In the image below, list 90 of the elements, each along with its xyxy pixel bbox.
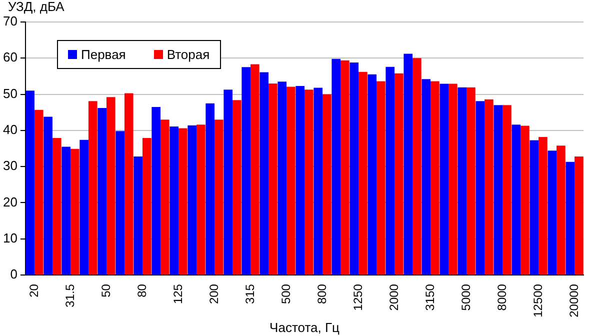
bar	[124, 93, 134, 275]
bar	[394, 73, 404, 275]
bar	[26, 90, 34, 275]
bar	[322, 94, 332, 275]
x-tick-label: 1250	[350, 284, 365, 311]
y-tick-label: 30	[2, 158, 18, 174]
bar	[242, 67, 250, 275]
x-tick-label: 80	[134, 284, 149, 298]
bar	[214, 120, 224, 275]
bar	[44, 116, 52, 275]
bar	[304, 90, 314, 275]
bar	[250, 64, 260, 275]
bar	[350, 62, 359, 275]
y-tick-label: 0	[10, 266, 18, 282]
bar	[142, 138, 152, 275]
y-tick-label: 20	[2, 194, 18, 210]
bar	[232, 100, 242, 275]
x-tick-label: 50	[98, 284, 113, 298]
y-tick-label: 40	[2, 122, 18, 138]
x-tick-label: 500	[278, 284, 293, 304]
bar	[386, 66, 395, 275]
bar	[520, 126, 530, 275]
x-tick-label: 800	[314, 284, 329, 304]
bar	[296, 86, 304, 275]
x-tick-label: 20000	[566, 284, 581, 318]
x-tick-label: 5000	[458, 284, 473, 311]
bar	[556, 146, 566, 275]
bar	[368, 74, 377, 275]
x-tick-label: 8000	[494, 284, 509, 311]
bar	[188, 125, 196, 275]
bar	[466, 87, 476, 275]
x-tick-label: 20	[26, 284, 41, 298]
bar	[484, 99, 494, 275]
bar	[422, 79, 431, 275]
bar	[548, 150, 557, 275]
x-axis-title: Частота, Гц	[270, 320, 340, 335]
bar	[430, 81, 440, 275]
bar	[116, 131, 124, 275]
bar	[178, 128, 188, 275]
bar	[340, 60, 350, 275]
y-tick-label: 70	[2, 14, 18, 29]
x-tick-label: 12500	[530, 284, 545, 318]
bar	[260, 72, 268, 275]
bar	[476, 101, 485, 275]
bar	[502, 105, 512, 275]
bar	[206, 103, 214, 275]
x-tick-label: 3150	[422, 284, 437, 311]
bar	[160, 120, 170, 275]
bar	[574, 156, 584, 275]
bar	[80, 140, 88, 275]
bar	[332, 58, 341, 275]
y-tick-label: 50	[2, 86, 18, 101]
bar	[278, 82, 286, 275]
bar	[268, 83, 278, 275]
bar	[512, 124, 521, 275]
legend-label: Первая	[81, 47, 126, 62]
bar	[34, 110, 44, 275]
bar	[286, 86, 296, 275]
bar	[98, 108, 106, 275]
bar	[358, 72, 368, 275]
x-tick-label: 31.5	[62, 284, 77, 308]
bar	[134, 156, 142, 275]
bar	[106, 97, 116, 275]
bar	[52, 138, 62, 275]
bar	[530, 140, 539, 275]
bar	[376, 81, 386, 275]
y-tick-label: 60	[2, 50, 18, 65]
bar	[458, 87, 467, 275]
bar	[440, 84, 449, 275]
x-tick-label: 315	[242, 284, 257, 304]
bar	[412, 58, 422, 275]
legend-label: Вторая	[166, 47, 210, 62]
x-tick-label: 125	[170, 284, 185, 304]
bar	[152, 106, 160, 275]
bar	[170, 126, 178, 275]
x-tick-label: 2000	[386, 284, 401, 311]
bar	[196, 124, 206, 275]
bar	[538, 136, 548, 275]
bar	[314, 88, 322, 275]
y-tick-label: 10	[2, 230, 18, 246]
bar	[88, 101, 98, 275]
bar	[62, 146, 70, 275]
x-tick-label: 200	[206, 284, 221, 304]
bar	[448, 84, 458, 275]
y-axis-title: УЗД, дБА	[8, 0, 65, 14]
bar	[404, 54, 413, 275]
bar	[566, 162, 575, 275]
bar	[494, 105, 503, 275]
bar	[70, 148, 80, 275]
bar	[224, 90, 232, 275]
